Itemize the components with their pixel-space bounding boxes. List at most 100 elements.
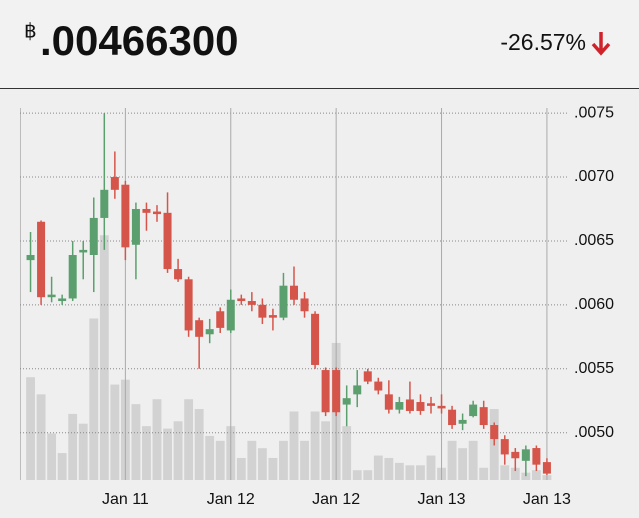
candle-body bbox=[521, 449, 530, 461]
volume-bar bbox=[247, 440, 257, 480]
y-tick-label: .0075 bbox=[574, 104, 614, 121]
volume-bar bbox=[89, 318, 99, 480]
volume-bar bbox=[468, 440, 478, 480]
candle-body bbox=[500, 439, 509, 455]
candle-body bbox=[142, 208, 151, 213]
candle-body bbox=[205, 329, 214, 335]
candle-body bbox=[216, 311, 225, 328]
candle-body bbox=[226, 299, 235, 331]
candle-body bbox=[47, 294, 56, 298]
candle-body bbox=[469, 404, 478, 417]
down-arrow bbox=[591, 32, 611, 56]
candle-body bbox=[258, 304, 267, 318]
candle-body bbox=[26, 255, 35, 261]
y-tick-label: .0065 bbox=[574, 232, 614, 249]
candle-body bbox=[353, 385, 362, 395]
x-tick-label: Jan 12 bbox=[207, 491, 255, 508]
header-bg bbox=[0, 0, 639, 88]
volume-bar bbox=[173, 421, 183, 480]
volume-bar bbox=[236, 457, 246, 480]
volume-bar bbox=[257, 448, 267, 480]
candle-body bbox=[163, 212, 172, 270]
candle-body bbox=[100, 189, 109, 218]
candle-body bbox=[184, 279, 193, 331]
candle-body bbox=[532, 448, 541, 465]
volume-bar bbox=[447, 440, 457, 480]
price: .00466300 bbox=[40, 17, 239, 64]
candle-body bbox=[542, 462, 551, 474]
volume-bar bbox=[163, 428, 172, 480]
candle-body bbox=[342, 398, 351, 405]
candle-body bbox=[131, 208, 140, 245]
candle-body bbox=[300, 298, 309, 312]
volume-bar bbox=[342, 426, 352, 480]
volume-bar bbox=[57, 453, 67, 480]
candle-body bbox=[289, 285, 299, 300]
y-tick-label: .0055 bbox=[574, 360, 614, 377]
volume-bar bbox=[215, 440, 225, 480]
volume-bar bbox=[194, 409, 204, 480]
y-tick-label: .0060 bbox=[574, 296, 614, 313]
volume-bar bbox=[142, 426, 151, 480]
volume-bar bbox=[416, 465, 425, 480]
candle-body bbox=[321, 370, 330, 413]
volume-bar bbox=[531, 470, 541, 480]
candle-body bbox=[247, 301, 256, 305]
volume-bar bbox=[184, 399, 194, 480]
candle-body bbox=[405, 399, 414, 411]
candle-body bbox=[437, 405, 446, 409]
volume-bar bbox=[47, 433, 57, 480]
y-tick-label: .0070 bbox=[574, 168, 614, 185]
candle-body bbox=[195, 320, 204, 337]
candle-body bbox=[58, 298, 67, 302]
volume-bar bbox=[78, 423, 88, 480]
candle-body bbox=[395, 402, 404, 410]
candle-body bbox=[152, 211, 162, 215]
candle-body bbox=[332, 370, 341, 413]
volume-bar bbox=[510, 467, 520, 480]
candle-body bbox=[121, 184, 130, 248]
candle-body bbox=[374, 381, 383, 391]
x-tick-label: Jan 13 bbox=[523, 491, 571, 508]
candle-body bbox=[426, 403, 436, 406]
volume-bar bbox=[373, 455, 383, 480]
volume-bar bbox=[521, 472, 531, 480]
candle-body bbox=[479, 407, 488, 426]
candle-body bbox=[68, 255, 77, 299]
x-tick-label: Jan 13 bbox=[418, 491, 466, 508]
volume-bar bbox=[500, 465, 510, 480]
x-tick-label: Jan 11 bbox=[102, 491, 149, 508]
volume-bar bbox=[300, 440, 309, 480]
volume-bar bbox=[131, 404, 141, 480]
volume-bar bbox=[110, 384, 120, 480]
candle-body bbox=[311, 313, 320, 365]
candle-body bbox=[37, 221, 46, 298]
volume-bar bbox=[36, 394, 46, 480]
volume-bar bbox=[384, 457, 394, 480]
candle-body bbox=[458, 419, 467, 424]
volume-bar bbox=[152, 399, 162, 480]
volume-bar bbox=[426, 455, 436, 480]
volume-bar bbox=[405, 465, 415, 480]
volume-bar bbox=[394, 462, 404, 480]
change: -26.57% bbox=[500, 29, 586, 55]
volume-bar bbox=[321, 421, 331, 480]
candle-body bbox=[363, 371, 372, 382]
y-tick-label: .0050 bbox=[574, 424, 614, 441]
volume-bar bbox=[205, 435, 215, 480]
volume-bar bbox=[352, 470, 362, 480]
volume-bar bbox=[363, 470, 373, 480]
volume-bar bbox=[99, 235, 109, 480]
candle-body bbox=[89, 217, 98, 256]
volume-bar bbox=[458, 448, 468, 480]
candle-body bbox=[174, 269, 183, 280]
candle-body bbox=[490, 425, 499, 440]
volume-bar bbox=[68, 413, 78, 480]
volume-bar bbox=[289, 411, 299, 480]
candle-body bbox=[384, 394, 393, 410]
candle-body bbox=[110, 177, 119, 190]
volume-bar bbox=[279, 440, 288, 480]
candle-body bbox=[237, 298, 246, 302]
